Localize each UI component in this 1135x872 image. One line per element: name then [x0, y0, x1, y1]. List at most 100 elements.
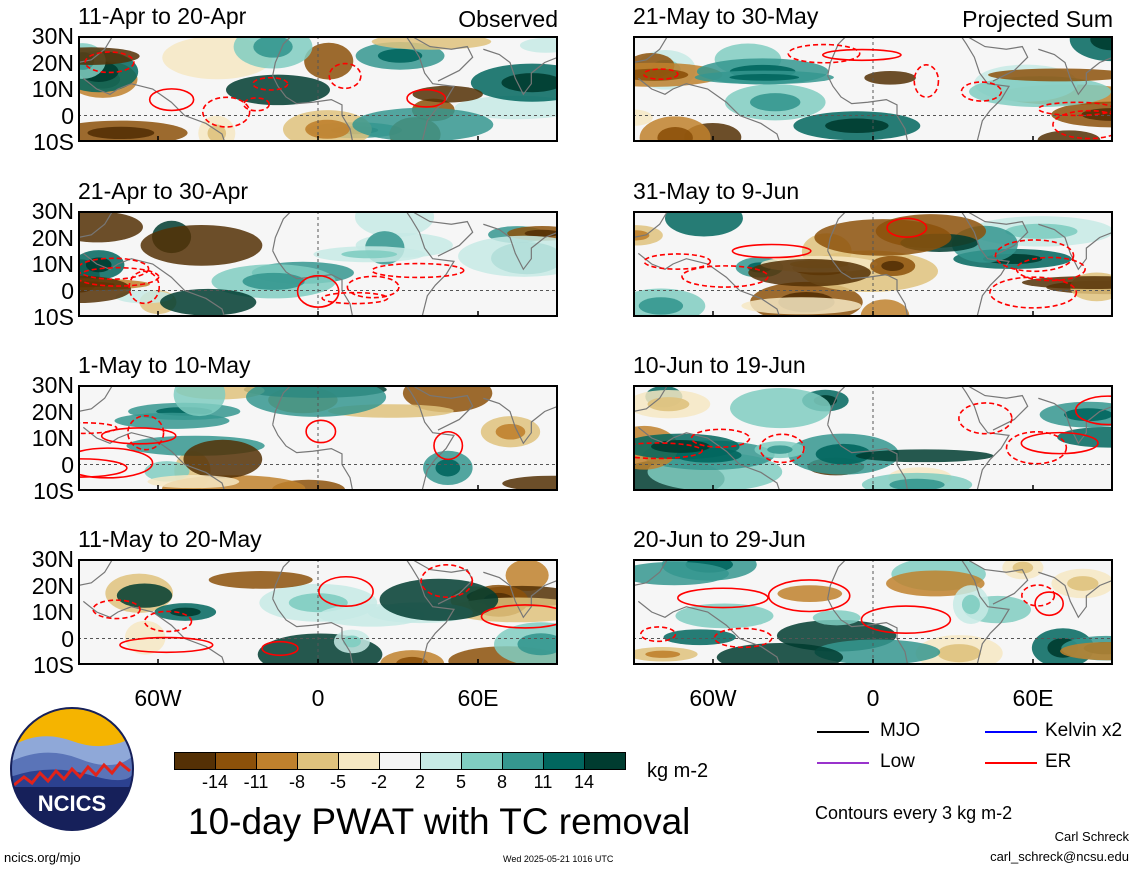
anomaly-shading: [304, 42, 354, 80]
coastline: [272, 38, 291, 76]
er-contour: [433, 430, 464, 461]
colorbar-swatch: [338, 752, 380, 770]
anomaly-shading: [371, 38, 492, 50]
coastline: [82, 600, 225, 663]
anomaly-shading: [741, 297, 862, 315]
coastline: [637, 600, 780, 663]
anomaly-shading: [519, 38, 556, 53]
map-panel: [78, 36, 558, 142]
er-contour: [92, 599, 141, 620]
anomaly-shading: [524, 229, 556, 238]
longitude-label: 60W: [689, 685, 737, 711]
coastline: [483, 397, 556, 445]
er-contour: [80, 257, 150, 280]
anomaly-shading: [1005, 223, 1078, 239]
contour-note: Contours every 3 kg m-2: [815, 803, 1013, 823]
colorbar-swatch: [297, 752, 339, 770]
colorbar-tick-label: 8: [496, 772, 507, 792]
map-panel: [78, 559, 558, 665]
anomaly-shading: [730, 388, 831, 429]
anomaly-shading: [1067, 576, 1099, 591]
coastline: [272, 561, 291, 599]
anomaly-shading: [160, 288, 257, 315]
coastline: [1038, 223, 1111, 271]
panel-label: Projected Sum: [962, 6, 1113, 32]
anomaly-shading: [116, 583, 173, 608]
er-contour: [989, 276, 1078, 309]
anomaly-shading: [651, 440, 711, 453]
latitude-label: 10N: [31, 76, 74, 102]
coastline: [827, 387, 846, 425]
colorbar-tick-label: -8: [288, 772, 305, 792]
er-contour: [767, 579, 851, 613]
anomaly-shading: [716, 643, 844, 663]
er-contour: [1020, 431, 1099, 455]
er-contour: [328, 62, 362, 90]
credit-email[interactable]: carl_schreck@ncsu.edu: [990, 849, 1129, 864]
er-contour: [958, 402, 1013, 435]
colorbar-swatch: [174, 752, 216, 770]
coastline: [80, 561, 113, 586]
anomaly-shading: [1060, 642, 1111, 661]
map-panel: [78, 211, 558, 317]
colorbar-tick-label: 11: [533, 772, 553, 792]
map-panel: [633, 385, 1113, 491]
coastline: [272, 424, 353, 489]
er-contour: [84, 51, 135, 74]
legend-low-label: Low: [880, 751, 915, 772]
er-contour: [787, 43, 861, 64]
anomaly-shading: [253, 38, 293, 58]
legend-er-label: ER: [1045, 751, 1072, 772]
er-contour: [1005, 431, 1068, 465]
anomaly-shading: [355, 213, 435, 238]
panel-title: 21-May to 30-May: [633, 3, 819, 29]
anomaly-shading: [183, 439, 263, 479]
colorbar-swatch: [215, 752, 257, 770]
anomaly-shading: [635, 561, 729, 586]
latitude-label: 0: [61, 451, 74, 478]
map-panel: [633, 559, 1113, 665]
credit-name: Carl Schreck: [1054, 829, 1129, 844]
anomaly-shading: [1090, 38, 1111, 51]
er-contour: [642, 68, 679, 80]
anomaly-shading: [114, 412, 230, 429]
latitude-label: 30N: [31, 372, 74, 398]
latitude-label: 20N: [31, 398, 74, 425]
er-contour: [305, 419, 337, 444]
coastline: [413, 38, 474, 82]
colorbar-tick-label: 2: [414, 772, 425, 792]
anomaly-shading: [825, 118, 889, 134]
er-contour: [143, 610, 193, 633]
coastline: [406, 38, 455, 140]
panel-title: 31-May to 9-Jun: [633, 178, 800, 204]
latitude-label: 20N: [31, 49, 74, 76]
anomaly-shading: [80, 47, 140, 65]
anomaly-shading: [305, 119, 350, 139]
coastline: [82, 252, 225, 315]
coastline: [968, 38, 1029, 82]
colorbar-tick-label: -5: [329, 772, 346, 792]
er-contour: [480, 604, 556, 629]
coastline: [827, 213, 846, 251]
anomaly-shading: [814, 639, 941, 663]
latitude-label: 20N: [31, 572, 74, 599]
latitude-label: 10S: [33, 304, 74, 330]
er-contour: [681, 265, 769, 288]
anomaly-shading: [412, 85, 483, 103]
panel-title: 1-May to 10-May: [78, 352, 251, 378]
map-canvas: [80, 561, 556, 663]
er-contour: [128, 270, 161, 305]
anomaly-shading: [396, 656, 429, 663]
anomaly-shading: [777, 585, 843, 603]
anomaly-shading: [988, 68, 1111, 82]
website-link[interactable]: ncics.org/mjo: [4, 850, 81, 865]
anomaly-shading: [647, 397, 690, 412]
anomaly-shading: [495, 423, 526, 440]
er-contour: [640, 626, 677, 643]
er-contour: [119, 636, 214, 654]
colorbar-swatch: [543, 752, 585, 770]
coastline: [1038, 397, 1111, 445]
anomaly-shading: [208, 571, 313, 589]
anomaly-shading: [1037, 130, 1101, 140]
map-panel: [633, 211, 1113, 317]
